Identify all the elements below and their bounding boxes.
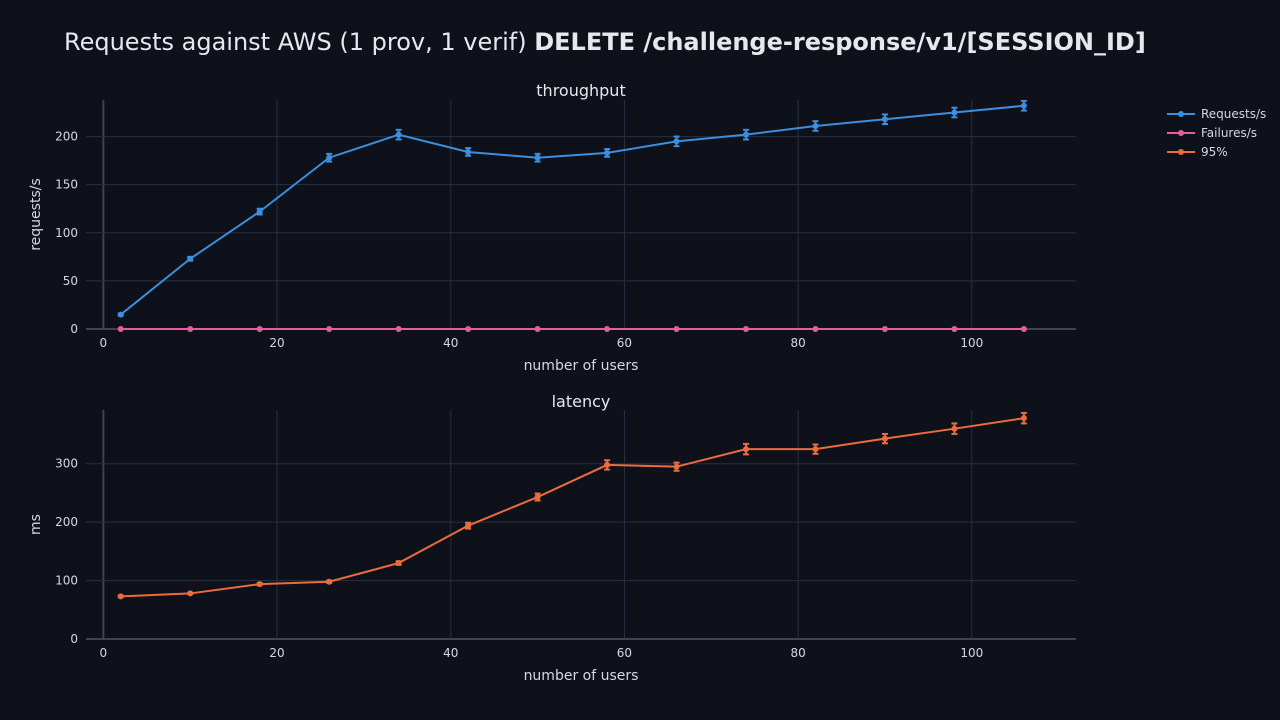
data-point (881, 116, 888, 123)
data-point (881, 435, 888, 442)
y-tick-label: 150 (55, 178, 78, 192)
page-title-prefix: Requests against AWS (1 prov, 1 verif) (64, 28, 534, 56)
data-point (256, 326, 263, 332)
data-point (604, 149, 611, 156)
data-point (673, 138, 680, 145)
data-point (743, 131, 749, 138)
data-point (326, 326, 333, 332)
data-point (743, 326, 749, 332)
y-tick-label: 100 (55, 574, 78, 588)
series-Requests/s (117, 99, 1027, 318)
data-point (673, 326, 680, 332)
data-point (881, 326, 888, 332)
subplot-throughput: 0 20 40 60 80 100 0 50 100 150 200 throughput number… (28, 81, 1076, 374)
y-tick-label: 50 (63, 274, 78, 288)
data-point (256, 581, 263, 588)
subplot-latency: 0 20 40 60 80 100 0 100 200 300 latency number of u… (28, 392, 1076, 684)
data-point (812, 446, 819, 453)
legend-item-95%: 95% (1167, 145, 1228, 159)
legend-swatch-marker (1178, 111, 1184, 117)
data-point (187, 590, 194, 597)
data-point (1020, 326, 1027, 332)
x-tick-label: 80 (790, 336, 805, 350)
legend-swatch-marker (1178, 149, 1184, 155)
x-tick-label: 0 (100, 646, 108, 660)
legend-label: 95% (1201, 145, 1228, 159)
data-point (395, 326, 402, 332)
series-95% (117, 411, 1027, 600)
data-point (395, 131, 402, 138)
data-point (604, 461, 611, 468)
subplot-title: latency (552, 392, 611, 411)
data-point (604, 326, 611, 332)
page-title-endpoint: DELETE /challenge-response/v1/[SESSION_I… (534, 28, 1146, 56)
subplot-title: throughput (536, 81, 625, 100)
y-axis-label: requests/s (28, 178, 44, 251)
legend: Requests/s Failures/s 95% (1167, 107, 1266, 159)
legend-label: Requests/s (1201, 107, 1266, 121)
x-tick-label: 100 (960, 336, 983, 350)
data-point (326, 578, 333, 585)
y-tick-label: 0 (70, 322, 78, 336)
series-line (120, 104, 1024, 316)
plots-area: 0 20 40 60 80 100050100150200throughputnumber… (28, 81, 1076, 684)
data-point (465, 148, 472, 155)
x-tick-label: 80 (790, 646, 805, 660)
x-tick-label: 60 (617, 336, 632, 350)
x-tick-label: 40 (443, 646, 458, 660)
y-tick-label: 300 (55, 457, 78, 471)
data-point (534, 326, 541, 332)
data-point (812, 326, 819, 332)
x-axis-label: number of users (524, 668, 639, 684)
data-point (117, 326, 124, 332)
x-tick-label: 20 (269, 336, 284, 350)
data-point (326, 154, 333, 161)
x-tick-label: 100 (960, 646, 983, 660)
legend-label: Failures/s (1201, 126, 1257, 140)
data-point (465, 522, 472, 529)
data-point (534, 154, 541, 161)
data-point (1020, 102, 1027, 109)
data-point (812, 122, 819, 129)
page-title: Requests against AWS (1 prov, 1 verif) D… (64, 28, 1146, 56)
data-point (951, 425, 958, 432)
data-point (673, 463, 680, 470)
data-point (1020, 415, 1027, 422)
legend-item-Failures/s: Failures/s (1167, 126, 1257, 140)
x-axis-label: number of users (524, 358, 639, 374)
legend-item-Requests/s: Requests/s (1167, 107, 1266, 121)
data-point (256, 208, 263, 215)
y-axis-label: ms (28, 514, 44, 535)
series-line (120, 417, 1025, 598)
data-point (534, 494, 541, 501)
series-Failures/s (117, 326, 1027, 332)
data-point (117, 311, 124, 318)
x-tick-label: 40 (443, 336, 458, 350)
data-point (743, 446, 749, 453)
data-point (395, 560, 402, 567)
y-tick-label: 0 (70, 632, 78, 646)
data-point (465, 326, 472, 332)
legend-swatch-marker (1178, 130, 1184, 136)
data-point (951, 326, 958, 332)
x-tick-label: 0 (100, 336, 108, 350)
y-tick-label: 200 (55, 130, 78, 144)
x-tick-label: 20 (269, 646, 284, 660)
data-point (951, 109, 958, 116)
y-tick-label: 200 (55, 515, 78, 529)
data-point (187, 326, 194, 332)
data-point (117, 593, 124, 600)
data-point (187, 255, 194, 262)
x-tick-label: 60 (617, 646, 632, 660)
y-tick-label: 100 (55, 226, 78, 240)
